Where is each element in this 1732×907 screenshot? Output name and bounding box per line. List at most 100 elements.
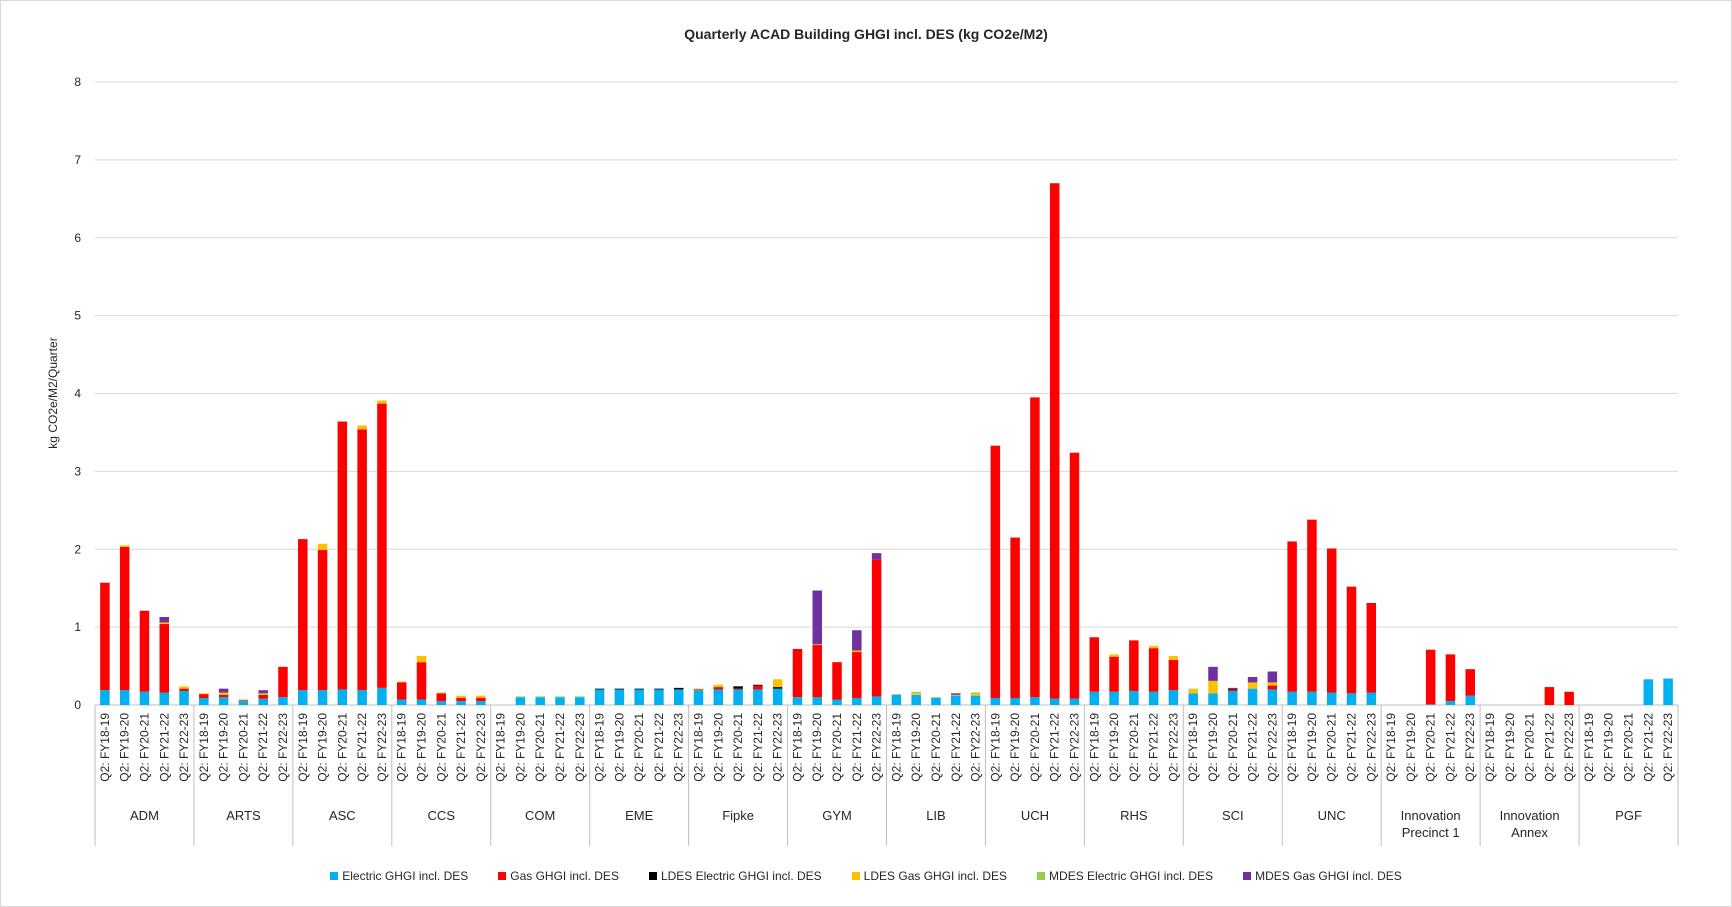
bar-segment xyxy=(436,701,447,705)
bar-segment xyxy=(1247,676,1258,683)
bar-segment xyxy=(179,690,189,705)
y-tick-label: 4 xyxy=(74,387,81,401)
bar-segment xyxy=(733,686,743,689)
bar-segment xyxy=(753,684,763,686)
bar-segment xyxy=(990,445,1001,698)
x-tick-label: Q2: FY20-21 xyxy=(1325,713,1339,782)
bar-segment xyxy=(1148,645,1159,649)
bar-segment xyxy=(1109,691,1119,705)
x-tick-label: Q2: FY20-21 xyxy=(434,713,448,782)
x-tick-label: Q2: FY22-23 xyxy=(870,713,884,782)
group-label: PGF xyxy=(1615,808,1642,823)
bar-segment xyxy=(1564,691,1574,705)
bar-segment xyxy=(535,697,545,705)
x-tick-label: Q2: FY19-20 xyxy=(1305,713,1319,782)
bar-segment xyxy=(1069,698,1080,705)
bar-segment xyxy=(515,697,526,705)
bar-segment xyxy=(1109,656,1119,692)
x-tick-label: Q2: FY19-20 xyxy=(612,713,626,782)
group-label: ARTS xyxy=(226,808,261,823)
bar-segment xyxy=(812,697,822,705)
x-tick-label: Q2: FY22-23 xyxy=(276,713,290,782)
bar-segment xyxy=(753,689,763,705)
bar-segment xyxy=(575,696,585,698)
bar-segment xyxy=(1465,695,1475,705)
legend-swatch xyxy=(1243,872,1252,880)
bar-segment xyxy=(713,689,724,705)
x-tick-label: Q2: FY19-20 xyxy=(1008,713,1022,782)
bar-segment xyxy=(1307,691,1317,705)
bar-segment xyxy=(1445,701,1456,705)
bar-segment xyxy=(1228,688,1238,690)
bar-segment xyxy=(337,421,348,690)
bar-segment xyxy=(456,695,466,698)
bar-segment xyxy=(1148,648,1159,692)
bar-segment xyxy=(792,697,803,705)
bar-segment xyxy=(852,652,862,698)
bar-segment xyxy=(931,697,941,698)
group-label: UNC xyxy=(1317,808,1346,823)
x-tick-label: Q2: FY21-22 xyxy=(1641,713,1655,782)
bar-segment xyxy=(693,688,704,690)
bar-segment xyxy=(436,693,447,702)
x-tick-label: Q2: FY18-19 xyxy=(988,713,1002,782)
y-tick-label: 3 xyxy=(74,464,81,478)
x-tick-label: Q2: FY22-23 xyxy=(1463,713,1477,782)
bar-segment xyxy=(1445,654,1456,702)
x-tick-label: Q2: FY22-23 xyxy=(1067,713,1081,782)
group-label: RHS xyxy=(1120,808,1148,823)
bar-segment xyxy=(1208,666,1218,681)
bar-segment xyxy=(179,686,189,689)
bar-segment xyxy=(1069,452,1080,699)
bar-segment xyxy=(1247,688,1258,705)
bar-segment xyxy=(1188,688,1198,690)
bar-segment xyxy=(1346,693,1357,705)
x-tick-label: Q2: FY22-23 xyxy=(1265,713,1279,782)
x-tick-label: Q2: FY22-23 xyxy=(1661,713,1675,782)
bar-segment xyxy=(1109,654,1119,657)
legend-item: Gas GHGI incl. DES xyxy=(498,869,619,883)
bar-segment xyxy=(812,644,822,646)
bar-segment xyxy=(733,689,743,705)
x-tick-label: Q2: FY21-22 xyxy=(1246,713,1260,782)
x-tick-label: Q2: FY19-20 xyxy=(1503,713,1517,782)
x-tick-label: Q2: FY20-21 xyxy=(236,713,250,782)
bar-segment xyxy=(634,689,644,705)
bar-segment xyxy=(871,559,882,697)
y-tick-label: 2 xyxy=(74,542,81,556)
bar-segment xyxy=(772,679,783,688)
group-label: GYM xyxy=(822,808,852,823)
bar-segment xyxy=(258,698,268,705)
bar-segment xyxy=(951,693,961,695)
x-tick-label: Q2: FY19-20 xyxy=(1404,713,1418,782)
x-tick-label: Q2: FY21-22 xyxy=(751,713,765,782)
bar-segment xyxy=(396,681,407,683)
bar-segment xyxy=(100,690,110,705)
x-tick-label: Q2: FY19-20 xyxy=(513,713,527,782)
bar-segment xyxy=(871,696,882,705)
x-tick-label: Q2: FY21-22 xyxy=(1048,713,1062,782)
group-label: CCS xyxy=(427,808,455,823)
x-tick-label: Q2: FY21-22 xyxy=(157,713,171,782)
x-tick-label: Q2: FY22-23 xyxy=(474,713,488,782)
bar-segment xyxy=(337,689,348,705)
bar-segment xyxy=(594,688,605,690)
x-tick-label: Q2: FY18-19 xyxy=(1285,713,1299,782)
bar-segment xyxy=(119,545,130,547)
y-tick-label: 5 xyxy=(74,309,81,323)
bar-segment xyxy=(1168,690,1179,705)
legend-item: Electric GHGI incl. DES xyxy=(330,869,468,883)
bar-segment xyxy=(594,689,605,705)
bar-segment xyxy=(119,546,130,691)
bar-segment xyxy=(1188,693,1198,705)
bar-segment xyxy=(218,692,229,695)
bar-segment xyxy=(634,688,644,690)
x-tick-label: Q2: FY22-23 xyxy=(1562,713,1576,782)
x-tick-label: Q2: FY19-20 xyxy=(810,713,824,782)
x-tick-label: Q2: FY18-19 xyxy=(98,713,112,782)
bar-segment xyxy=(377,403,387,688)
x-tick-label: Q2: FY18-19 xyxy=(296,713,310,782)
group-label: UCH xyxy=(1020,808,1049,823)
bar-segment xyxy=(1030,697,1040,705)
x-tick-label: Q2: FY18-19 xyxy=(395,713,409,782)
